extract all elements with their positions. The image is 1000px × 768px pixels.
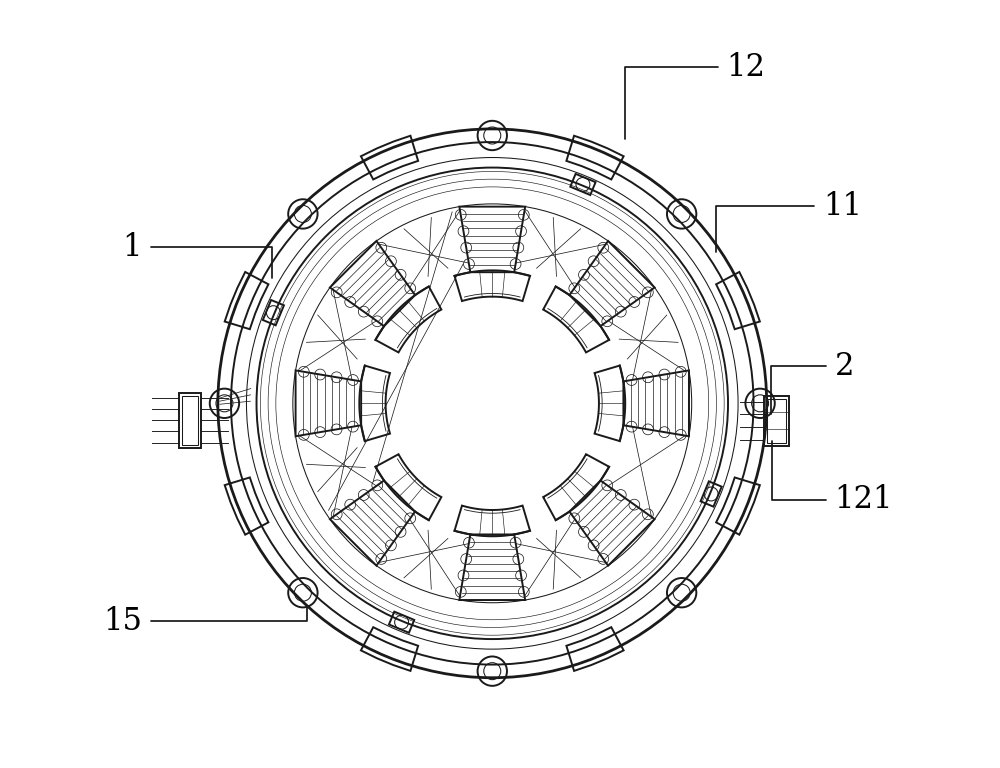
- Bar: [767, 399, 786, 442]
- Text: 121: 121: [835, 485, 893, 515]
- Text: 12: 12: [726, 51, 765, 83]
- Text: 11: 11: [823, 190, 862, 222]
- Text: 2: 2: [835, 351, 854, 382]
- Bar: [764, 396, 789, 446]
- Bar: [179, 392, 201, 449]
- Text: 15: 15: [103, 606, 142, 637]
- Bar: [182, 396, 198, 445]
- Text: 1: 1: [123, 232, 142, 263]
